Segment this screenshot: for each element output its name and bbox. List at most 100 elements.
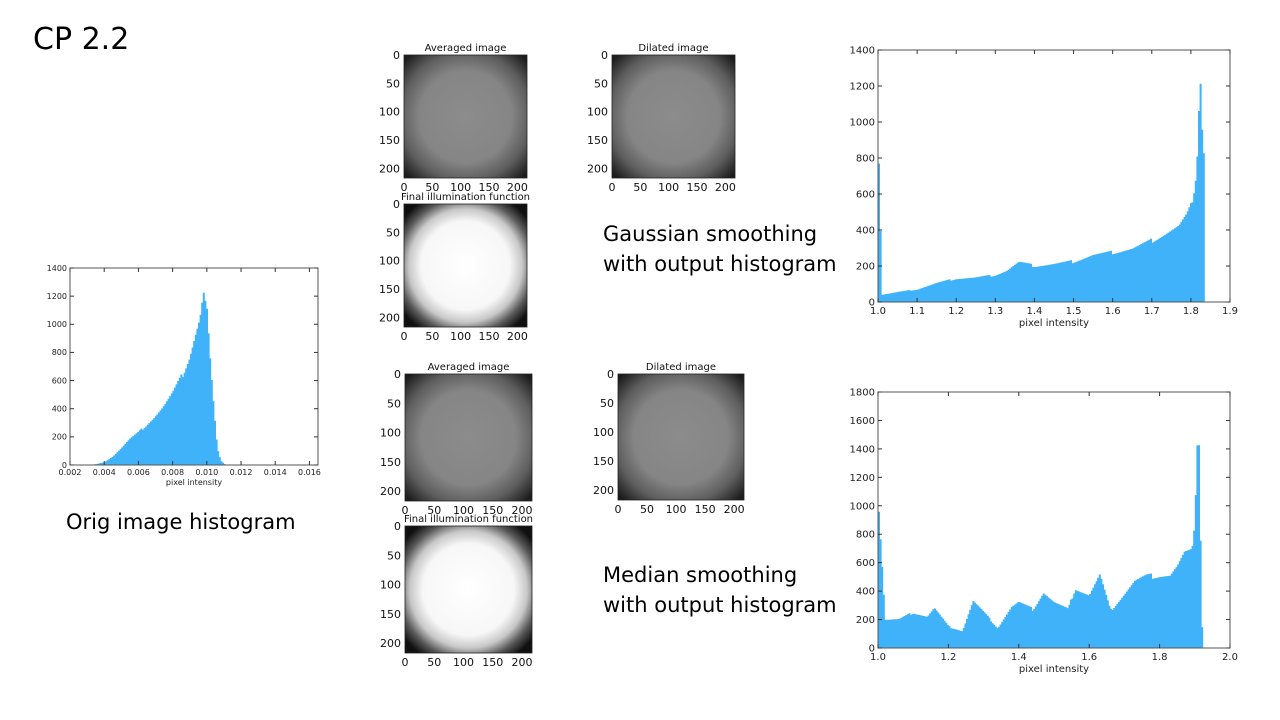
- y-tick-label: 800: [52, 348, 67, 357]
- y-tick-label: 150: [379, 134, 400, 147]
- x-tick-label: 0.010: [195, 468, 218, 477]
- x-axis-label: pixel intensity: [1019, 664, 1089, 675]
- x-tick-label: 100: [453, 656, 474, 669]
- x-tick-label: 0.012: [230, 468, 253, 477]
- x-tick-label: 100: [666, 503, 687, 516]
- y-tick-label: 150: [380, 608, 401, 621]
- y-tick-label: 100: [380, 579, 401, 592]
- y-tick-label: 600: [52, 376, 67, 385]
- x-tick-label: 2.0: [1222, 652, 1238, 663]
- y-tick-label: 100: [379, 255, 400, 268]
- x-tick-label: 0: [402, 504, 409, 517]
- x-tick-label: 1.4: [1026, 306, 1042, 317]
- x-tick-label: 0.002: [59, 468, 82, 477]
- x-tick-label: 1.5: [1066, 306, 1082, 317]
- caption-median-line1: Median smoothing: [603, 563, 798, 587]
- y-tick-label: 200: [593, 484, 614, 497]
- plot-frame: [877, 391, 1231, 649]
- y-tick-label: 600: [856, 190, 875, 201]
- x-tick-label: 150: [482, 504, 503, 517]
- x-tick-label: 200: [512, 656, 533, 669]
- x-tick-label: 1.2: [948, 306, 964, 317]
- y-tick-label: 200: [379, 311, 400, 324]
- plot-frame: [69, 267, 319, 466]
- y-tick-label: 1000: [47, 320, 67, 329]
- y-tick-label: 200: [587, 162, 608, 175]
- median-illumination-image: Final illumination function0501001502000…: [380, 514, 533, 669]
- caption-median: Median smoothing with output histogram: [603, 560, 837, 620]
- x-tick-label: 200: [715, 181, 736, 194]
- x-tick-label: 1.1: [909, 306, 925, 317]
- x-tick-label: 150: [479, 181, 500, 194]
- y-tick-label: 800: [856, 530, 875, 541]
- x-tick-label: 150: [482, 656, 503, 669]
- x-tick-label: 50: [425, 330, 439, 343]
- y-tick-label: 0: [601, 49, 608, 62]
- x-tick-label: 100: [658, 181, 679, 194]
- y-tick-label: 200: [856, 262, 875, 273]
- x-tick-label: 0: [401, 181, 408, 194]
- x-tick-label: 1.6: [1105, 306, 1121, 317]
- gaussian-illumination-image: Final illumination function0501001502000…: [379, 192, 530, 343]
- x-tick-label: 100: [453, 504, 474, 517]
- y-tick-label: 100: [593, 426, 614, 439]
- orig-histogram-chart: 0.002 0.004 0.006 0.008 0.010 0.012 0.014 0.016…: [47, 264, 321, 487]
- x-tick-label: 1.8: [1152, 652, 1168, 663]
- x-tick-label: 50: [427, 504, 441, 517]
- x-tick-label: 150: [687, 181, 708, 194]
- gaussian-output-histogram-chart: 1.0 1.1 1.2 1.3 1.4 1.5 1.6 1.7 1.8 1.9 0 200 400 600…: [850, 46, 1238, 330]
- y-tick-label: 50: [387, 549, 401, 562]
- x-tick-label: 100: [450, 181, 471, 194]
- y-tick-label: 100: [379, 106, 400, 119]
- caption-gaussian-line1: Gaussian smoothing: [603, 222, 818, 246]
- y-tick-label: 0: [869, 644, 875, 655]
- y-tick-label: 1400: [850, 46, 875, 57]
- y-tick-label: 200: [380, 485, 401, 498]
- y-tick-label: 400: [52, 405, 67, 414]
- x-tick-label: 200: [724, 503, 745, 516]
- panel-title: Final illumination function: [404, 514, 533, 525]
- y-tick-label: 1200: [850, 473, 875, 484]
- caption-gaussian: Gaussian smoothing with output histogram: [603, 219, 837, 279]
- histogram-bars: [878, 445, 1204, 648]
- image-area: [403, 203, 528, 328]
- x-tick-label: 1.9: [1222, 306, 1238, 317]
- y-tick-label: 100: [380, 427, 401, 440]
- median-output-histogram-chart: 1.0 1.2 1.4 1.6 1.8 2.0 0 200 400 600 800 1000 1200 1…: [850, 388, 1238, 676]
- y-tick-label: 1600: [850, 416, 875, 427]
- y-tick-label: 200: [379, 162, 400, 175]
- image-area: [404, 525, 533, 654]
- caption-orig: Orig image histogram: [66, 510, 296, 534]
- x-tick-label: 1.2: [940, 652, 956, 663]
- x-tick-label: 0: [609, 181, 616, 194]
- x-tick-label: 1.8: [1183, 306, 1199, 317]
- x-tick-label: 1.0: [870, 306, 886, 317]
- x-tick-label: 50: [640, 503, 654, 516]
- y-tick-label: 0: [393, 198, 400, 211]
- y-tick-label: 0: [607, 368, 614, 381]
- y-tick-label: 50: [600, 397, 614, 410]
- x-tick-label: 1.0: [870, 652, 886, 663]
- y-tick-label: 100: [587, 106, 608, 119]
- y-tick-label: 150: [380, 456, 401, 469]
- histogram-bars: [94, 292, 229, 465]
- x-tick-label: 1.6: [1081, 652, 1097, 663]
- y-tick-label: 400: [856, 587, 875, 598]
- y-tick-label: 0: [869, 298, 875, 309]
- x-tick-label: 200: [507, 181, 528, 194]
- y-tick-label: 200: [52, 433, 67, 442]
- panel-title: Final illumination function: [401, 192, 530, 203]
- image-area: [617, 373, 745, 501]
- x-tick-label: 1.3: [987, 306, 1003, 317]
- x-tick-label: 150: [479, 330, 500, 343]
- x-tick-label: 0.004: [93, 468, 116, 477]
- y-tick-label: 0: [393, 49, 400, 62]
- x-tick-label: 50: [425, 181, 439, 194]
- y-tick-label: 50: [594, 77, 608, 90]
- y-tick-label: 50: [386, 226, 400, 239]
- y-tick-label: 1800: [850, 388, 875, 399]
- image-area: [404, 373, 533, 502]
- y-tick-label: 800: [856, 154, 875, 165]
